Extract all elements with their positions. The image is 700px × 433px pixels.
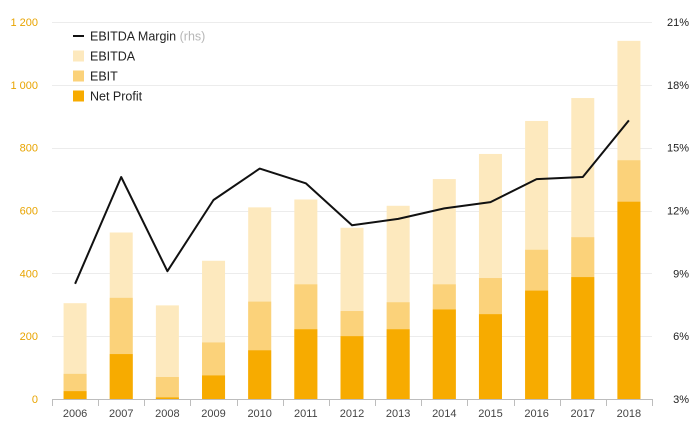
x-axis-tick-label: 2009: [201, 408, 225, 420]
x-axis-tick-label: 2007: [109, 408, 133, 420]
axes: 0 200 400 600 800 1 000 1 200 3% 6% 9% 12% 15% 18% 21…: [10, 17, 689, 420]
ebitda-margin-line: [74, 119, 630, 285]
x-axis-tick-label: 2011: [294, 408, 318, 420]
left-axis-tick-label: 600: [20, 206, 38, 218]
x-axis-tick-label: 2014: [432, 408, 456, 420]
legend-label: EBITDA Margin: [90, 30, 176, 44]
bar-net-profit: [571, 277, 595, 399]
left-axis-tick-label: 1 000: [10, 80, 38, 92]
bars: [63, 40, 641, 400]
legend: EBITDA Margin (rhs) EBITDA EBIT Net Profit: [73, 30, 205, 104]
right-axis-tick-label: 15%: [667, 143, 689, 155]
right-axis-tick-label: 3%: [673, 394, 689, 406]
bar-net-profit: [109, 354, 133, 399]
bar-net-profit: [386, 329, 410, 399]
legend-suffix: (rhs): [176, 30, 205, 44]
left-axis-tick-label: 1 200: [10, 17, 38, 29]
right-axis-tick-label: 6%: [673, 331, 689, 343]
x-axis-tick-label: 2016: [524, 408, 548, 420]
bar-net-profit: [525, 290, 549, 399]
bar-net-profit: [248, 350, 272, 399]
left-axis-tick-label: 400: [20, 268, 38, 280]
bar-net-profit: [63, 391, 87, 399]
bar-net-profit: [155, 397, 179, 399]
legend-item-label: EBITDA Margin (rhs): [90, 30, 205, 44]
x-axis-tick-label: 2013: [386, 408, 410, 420]
x-axis-tick-label: 2008: [155, 408, 179, 420]
bar-net-profit: [294, 329, 318, 399]
left-axis-tick-label: 200: [20, 331, 38, 343]
bar-ebitda: [155, 305, 179, 399]
x-axis-tick-label: 2018: [617, 408, 641, 420]
left-axis-tick-label: 0: [32, 394, 38, 406]
legend-label: Net Profit: [90, 90, 143, 104]
bar-net-profit: [617, 201, 641, 399]
right-axis-tick-label: 9%: [673, 268, 689, 280]
bar-net-profit: [340, 336, 364, 399]
legend-label: EBIT: [90, 70, 118, 84]
gridlines: [52, 22, 652, 337]
legend-item-label: EBITDA: [90, 50, 136, 64]
legend-label: EBITDA: [90, 50, 136, 64]
right-axis-tick-label: 21%: [667, 17, 689, 29]
right-axis-tick-label: 18%: [667, 80, 689, 92]
legend-color-swatch: [73, 70, 84, 82]
legend-color-swatch: [73, 90, 84, 102]
x-axis-tick-label: 2012: [340, 408, 364, 420]
legend-item-label: EBIT: [90, 70, 118, 84]
legend-color-swatch: [73, 50, 84, 62]
left-axis-tick-label: 800: [20, 143, 38, 155]
bar-net-profit: [202, 375, 226, 399]
x-axis-tick-label: 2017: [571, 408, 595, 420]
bar-ebit: [155, 377, 179, 399]
bar-net-profit: [478, 314, 502, 399]
x-axis-tick-label: 2015: [478, 408, 502, 420]
legend-item-label: Net Profit: [90, 90, 143, 104]
bar-net-profit: [432, 309, 456, 399]
x-axis-tick-label: 2006: [63, 408, 87, 420]
x-axis-tick-label: 2010: [247, 408, 271, 420]
margin-line-layer: [74, 119, 630, 285]
right-axis-tick-label: 12%: [667, 206, 689, 218]
